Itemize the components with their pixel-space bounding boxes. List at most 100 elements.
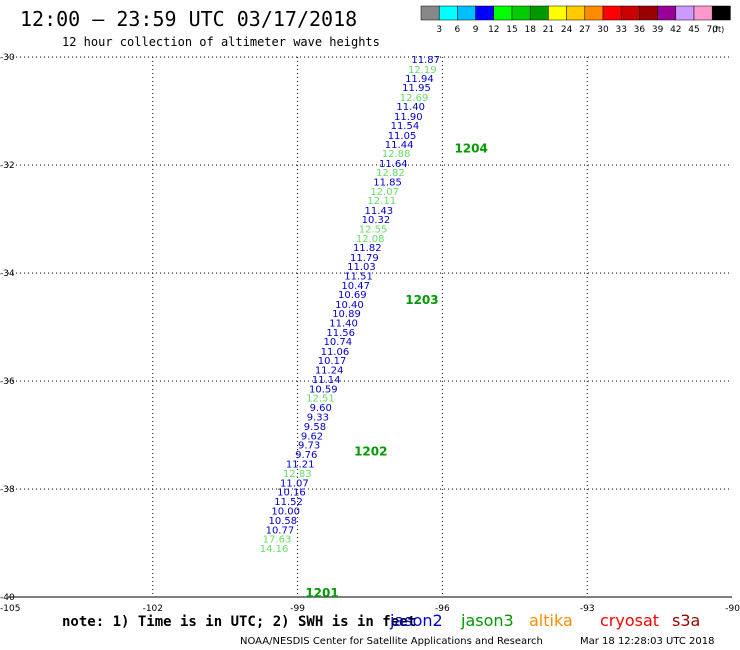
map-subtitle: 12 hour collection of altimeter wave hei… [62, 35, 380, 49]
scale-swatch [620, 5, 640, 21]
scale-swatch [511, 5, 531, 21]
lon-label: -99 [290, 604, 305, 614]
wave-height-value: 11.79 [350, 253, 379, 264]
time-label: 1204 [454, 142, 487, 156]
wave-height-value: 12.07 [370, 187, 399, 198]
wave-height-value: 14.16 [260, 544, 289, 555]
wave-height-value: 11.43 [365, 206, 394, 217]
wave-height-value: 11.05 [388, 131, 417, 142]
wave-height-value: 11.14 [312, 375, 341, 386]
scale-swatch [420, 5, 440, 21]
time-label: 1201 [305, 586, 338, 600]
scale-label: 30 [597, 25, 609, 35]
wave-height-value: 12.83 [283, 469, 312, 480]
lat-lon-grid [8, 56, 732, 598]
satellite-jason3: jason3 [460, 611, 514, 630]
scale-label: 36 [634, 25, 646, 35]
wave-height-value: 11.44 [385, 140, 414, 151]
scale-swatch [438, 5, 458, 21]
scale-swatch [675, 5, 695, 21]
wave-height-value: 11.94 [405, 74, 434, 85]
wave-height-value: 11.54 [391, 121, 420, 132]
scale-swatch [584, 5, 604, 21]
scale-label: 15 [506, 25, 517, 35]
wave-height-value: 10.69 [338, 290, 367, 301]
wave-height-value: 11.56 [326, 328, 355, 339]
wave-height-value: 12.51 [306, 394, 335, 405]
wave-height-value: 10.58 [268, 516, 297, 527]
wave-height-value: 12.88 [382, 149, 411, 160]
lon-label: -96 [435, 604, 450, 614]
wave-height-value: 9.58 [304, 422, 326, 433]
lon-label: -90 [725, 604, 740, 614]
map-title: 12:00 – 23:59 UTC 03/17/2018 [20, 7, 357, 31]
wave-height-value: 11.40 [329, 319, 358, 330]
wave-height-value: 12.08 [356, 234, 385, 245]
scale-swatch [639, 5, 658, 21]
wave-height-value: 11.82 [353, 243, 382, 254]
scale-label: 27 [579, 25, 590, 35]
scale-label: 42 [670, 25, 681, 35]
scale-swatch [711, 5, 731, 21]
wave-height-value: 10.40 [335, 300, 364, 311]
scale-swatch [493, 5, 513, 21]
scale-label: 18 [524, 25, 536, 35]
wave-height-value: 10.00 [271, 507, 300, 518]
wave-height-value: 11.03 [347, 262, 376, 273]
wave-height-value: 11.21 [286, 460, 315, 471]
scale-swatch [693, 5, 713, 21]
wave-height-value: 9.73 [298, 441, 320, 452]
axis-labels: -30 -32 -34 -36 -38 -40-105 -102 -99 -96 -93 -90 [0, 53, 740, 614]
scale-label: 21 [543, 25, 554, 35]
footer-note: note: 1) Time is in UTC; 2) SWH is in fe… [62, 614, 416, 630]
wave-height-value: 12.55 [359, 225, 388, 236]
lon-label: -93 [580, 604, 595, 614]
satellite-jason2: jason2 [389, 611, 443, 630]
scale-label: 9 [473, 25, 479, 35]
wave-height-value: 10.74 [324, 337, 353, 348]
altimeter-track: 11.8712.1911.9411.9512.6911.4011.9011.54… [260, 55, 440, 555]
lat-label: -34 [0, 269, 15, 279]
wave-height-value: 12.69 [400, 93, 429, 104]
wave-height-value: 10.32 [362, 215, 391, 226]
scale-swatch [657, 5, 677, 21]
wave-height-value: 11.90 [394, 112, 423, 123]
wave-height-value: 11.40 [396, 102, 425, 113]
wave-height-value: 11.64 [379, 159, 408, 170]
lon-label: -102 [143, 604, 163, 614]
time-label: 1202 [354, 445, 387, 459]
scale-swatch [602, 5, 622, 21]
scale-label: 45 [688, 25, 699, 35]
wave-height-value: 10.16 [277, 488, 306, 499]
wave-height-value: 10.59 [309, 385, 338, 396]
color-scale: 3 6 9 12 15 18 21 24 27 30 33 36 39 42 45 70(ft) [420, 5, 731, 35]
wave-height-value: 9.60 [310, 403, 332, 414]
time-label: 1203 [405, 293, 438, 307]
wave-height-value: 11.85 [373, 178, 402, 189]
lat-label: -38 [0, 485, 15, 495]
wave-height-value: 9.62 [301, 432, 323, 443]
wave-height-value: 10.17 [318, 356, 347, 367]
footer-credit: NOAA/NESDIS Center for Satellite Applica… [240, 636, 543, 647]
scale-label: 33 [615, 25, 626, 35]
time-labels: 1204 1203 1202 1201 [305, 142, 488, 600]
wave-height-value: 11.07 [280, 479, 309, 490]
wave-height-value: 12.11 [367, 196, 396, 207]
wave-height-value: 10.77 [266, 526, 295, 537]
wave-height-value: 11.52 [274, 497, 303, 508]
footer-timestamp: Mar 18 12:28:03 UTC 2018 [580, 636, 715, 647]
wave-height-value: 17.63 [263, 535, 292, 546]
wave-height-value: 11.24 [315, 366, 344, 377]
satellite-altika: altika [529, 611, 573, 630]
lat-label: -30 [0, 53, 15, 63]
wave-height-value: 11.06 [321, 347, 350, 358]
scale-label: 24 [561, 25, 573, 35]
scale-swatch [457, 5, 476, 21]
wave-height-value: 11.87 [411, 55, 440, 66]
scale-label: 6 [455, 25, 461, 35]
scale-swatch [548, 5, 567, 21]
wave-height-value: 11.51 [344, 272, 373, 283]
scale-unit: (ft) [712, 25, 724, 34]
wave-height-value: 10.47 [341, 281, 370, 292]
satellite-legend: jason2 jason3 altika cryosat s3a [389, 611, 700, 630]
